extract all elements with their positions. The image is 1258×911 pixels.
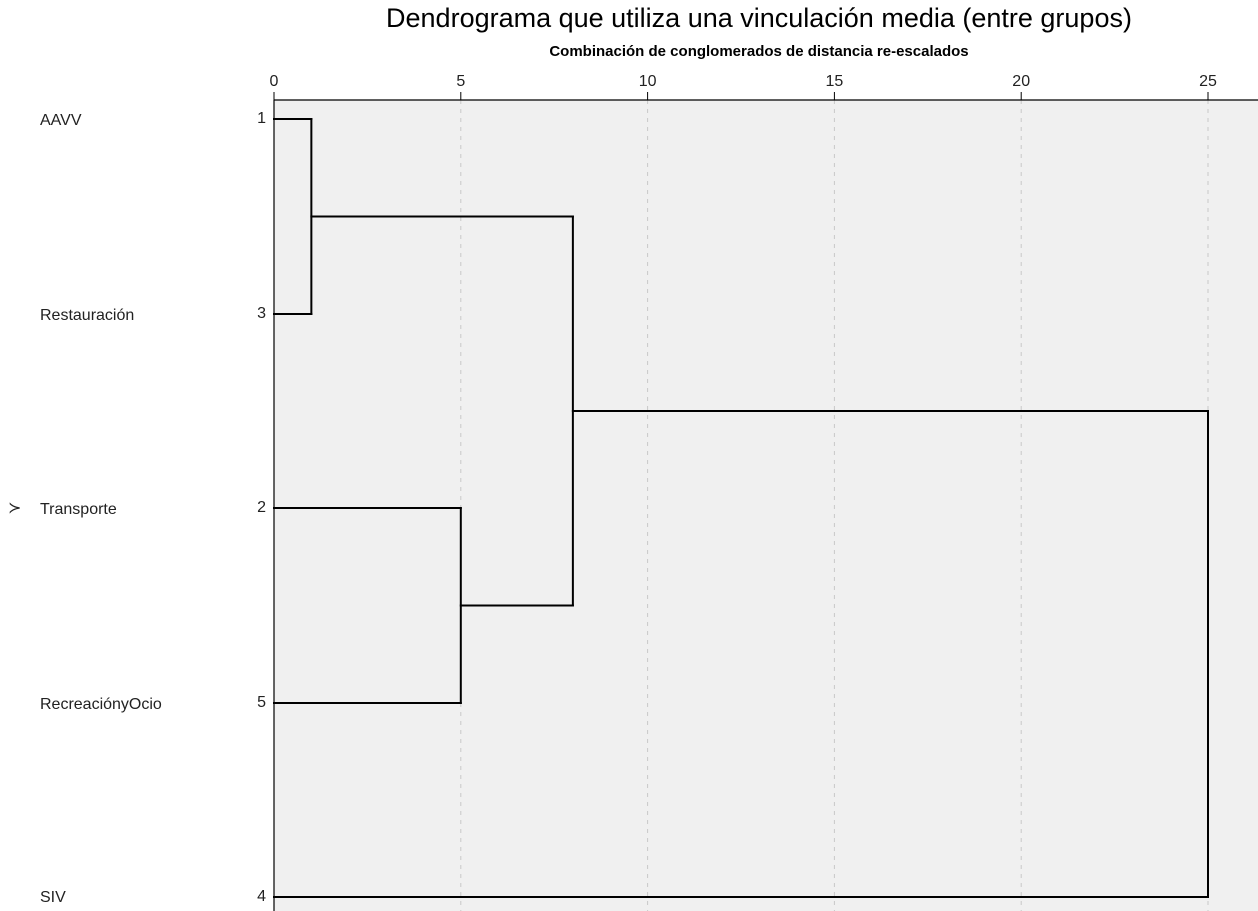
leaf-case-number: 2 <box>257 499 266 516</box>
leaf-label: RecreaciónyOcio <box>40 696 162 713</box>
dendrogram-links <box>273 118 1209 898</box>
leaf-label: AAVV <box>40 112 82 129</box>
leaf-case-number: 5 <box>257 694 266 711</box>
leaf-label: Transporte <box>40 501 117 518</box>
leaf-case-number: 4 <box>257 888 266 905</box>
x-tick-label: 0 <box>270 73 279 90</box>
plot-area <box>274 100 1258 911</box>
leaf-label: Restauración <box>40 307 135 324</box>
x-tick-label: 10 <box>639 73 657 90</box>
leaf-label: SIV <box>40 889 66 906</box>
selection-marker-icon: ≻ <box>8 500 22 517</box>
x-axis-ticks: 0 5 10 15 20 25 <box>270 73 1217 100</box>
leaf-case-number: 1 <box>257 110 266 127</box>
leaf-case-number: 3 <box>257 305 266 322</box>
x-tick-label: 20 <box>1012 73 1030 90</box>
chart-title: Dendrograma que utiliza una vinculación … <box>386 3 1132 33</box>
x-tick-label: 5 <box>456 73 465 90</box>
x-tick-label: 25 <box>1199 73 1217 90</box>
x-tick-label: 15 <box>826 73 844 90</box>
x-axis-label: Combinación de conglomerados de distanci… <box>549 43 969 60</box>
